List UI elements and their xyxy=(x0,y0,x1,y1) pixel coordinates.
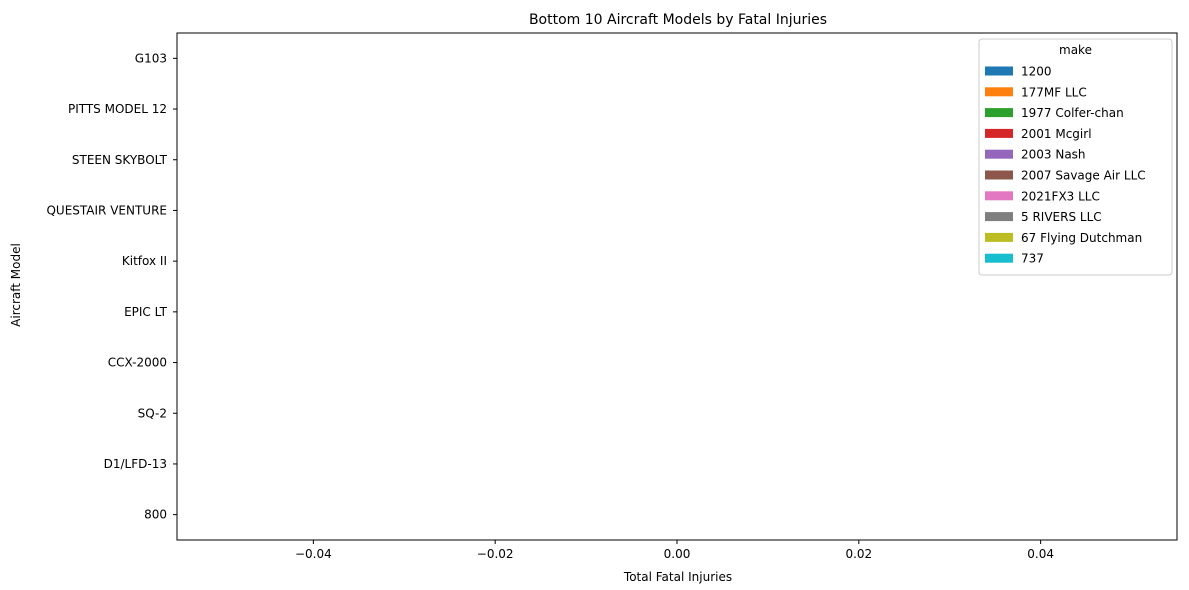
legend-label: 2021FX3 LLC xyxy=(1021,189,1100,203)
x-tick-label: 0.02 xyxy=(845,547,872,561)
x-tick-label: −0.04 xyxy=(295,547,332,561)
x-tick-label: 0.04 xyxy=(1027,547,1054,561)
legend-swatch xyxy=(985,108,1013,118)
x-axis-label: Total Fatal Injuries xyxy=(623,570,732,584)
legend-label: 67 Flying Dutchman xyxy=(1021,231,1142,245)
y-tick-label: Kitfox II xyxy=(122,254,167,268)
y-tick-label: G103 xyxy=(135,51,167,65)
legend-box xyxy=(978,38,1173,276)
x-axis: −0.04 −0.02 0.00 0.02 0.04 xyxy=(295,540,1054,561)
y-axis-label: Aircraft Model xyxy=(9,243,23,327)
y-tick-label: PITTS MODEL 12 xyxy=(68,102,167,116)
legend-label: 177MF LLC xyxy=(1021,85,1087,99)
x-tick-label: −0.02 xyxy=(477,547,514,561)
chart-title: Bottom 10 Aircraft Models by Fatal Injur… xyxy=(529,12,827,28)
legend-label: 5 RIVERS LLC xyxy=(1021,210,1102,224)
legend-label: 2007 Savage Air LLC xyxy=(1021,169,1146,183)
legend-title: make xyxy=(1059,43,1092,57)
legend-label: 1200 xyxy=(1021,65,1052,79)
y-tick-label: D1/LFD-13 xyxy=(104,457,167,471)
legend-label: 737 xyxy=(1021,252,1044,266)
y-tick-label: EPIC LT xyxy=(124,305,168,319)
legend-swatch xyxy=(985,170,1013,180)
legend-swatch xyxy=(985,253,1013,263)
legend-swatch xyxy=(985,66,1013,76)
y-tick-label: QUESTAIR VENTURE xyxy=(46,203,167,217)
legend-swatch xyxy=(985,212,1013,222)
legend-swatch xyxy=(985,87,1013,97)
y-axis: G103 PITTS MODEL 12 STEEN SKYBOLT QUESTAIR … xyxy=(46,51,177,522)
y-tick-label: 800 xyxy=(144,508,167,522)
legend-swatch xyxy=(985,128,1013,138)
x-tick-label: 0.00 xyxy=(664,547,691,561)
y-tick-label: STEEN SKYBOLT xyxy=(72,153,168,167)
legend-label: 2003 Nash xyxy=(1021,148,1086,162)
y-tick-label: CCX-2000 xyxy=(108,356,167,370)
y-tick-label: SQ-2 xyxy=(138,406,167,420)
legend-label: 2001 Mcgirl xyxy=(1021,127,1092,141)
legend-swatch xyxy=(985,191,1013,201)
legend-swatch xyxy=(985,149,1013,159)
legend-label: 1977 Colfer-chan xyxy=(1021,106,1124,120)
legend: make 1200 177MF LLC 1977 Colfer-chan 2001 Mc… xyxy=(978,38,1173,276)
legend-swatch xyxy=(985,232,1013,242)
